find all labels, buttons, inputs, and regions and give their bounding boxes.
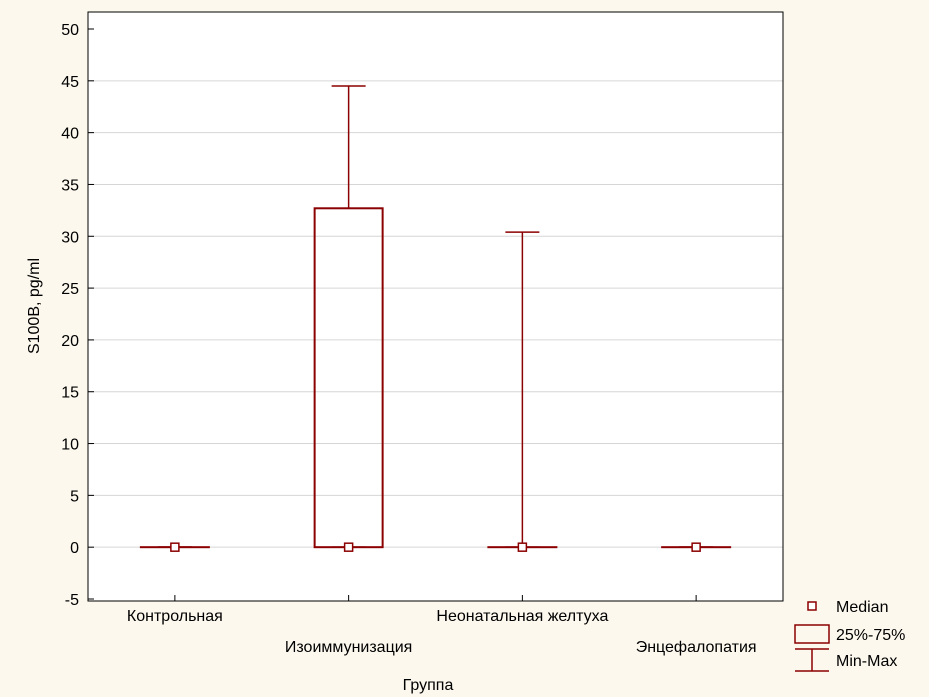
y-tick-label: 45 — [61, 74, 79, 91]
legend-label: Min-Max — [836, 653, 897, 670]
y-tick-label: 10 — [61, 437, 79, 454]
y-tick-label: 25 — [61, 281, 79, 298]
plot-frame — [87, 11, 784, 602]
y-tick-label: -5 — [65, 592, 79, 609]
data-layer — [139, 85, 732, 552]
y-tick-label: 50 — [61, 22, 79, 39]
x-tick-label: Контрольная — [127, 608, 223, 625]
axes: -5 0 5 10 15 20 25 30 35 40 45 50 Контрольная Изоимму… — [61, 22, 756, 656]
median-marker — [691, 542, 701, 552]
y-tick-label: 15 — [61, 385, 79, 402]
x-tick-label: Энцефалопатия — [636, 639, 757, 656]
plot-area — [88, 12, 783, 601]
legend-label: 25%-75% — [836, 627, 905, 644]
median-marker — [517, 542, 528, 552]
y-tick-label: 5 — [70, 488, 79, 505]
y-tick-label: 35 — [61, 177, 79, 194]
x-tick-label: Неонатальная желтуха — [436, 608, 608, 625]
legend-median-symbol — [807, 601, 817, 611]
x-axis-title: Группа — [403, 677, 454, 694]
median-marker — [170, 542, 180, 552]
legend-label: Median — [836, 599, 888, 616]
y-tick-label: 30 — [61, 229, 79, 246]
legend: Median 25%-75% Min-Max — [794, 599, 905, 672]
x-tick-label: Изоиммунизация — [285, 639, 412, 656]
median-marker — [343, 542, 354, 552]
y-tick-label: 0 — [70, 540, 79, 557]
grid-lines — [88, 80, 783, 548]
legend-box-symbol — [794, 624, 830, 644]
y-axis-title: S100B, pg/ml — [26, 258, 43, 354]
y-tick-label: 20 — [61, 333, 79, 350]
y-tick-label: 40 — [61, 126, 79, 143]
